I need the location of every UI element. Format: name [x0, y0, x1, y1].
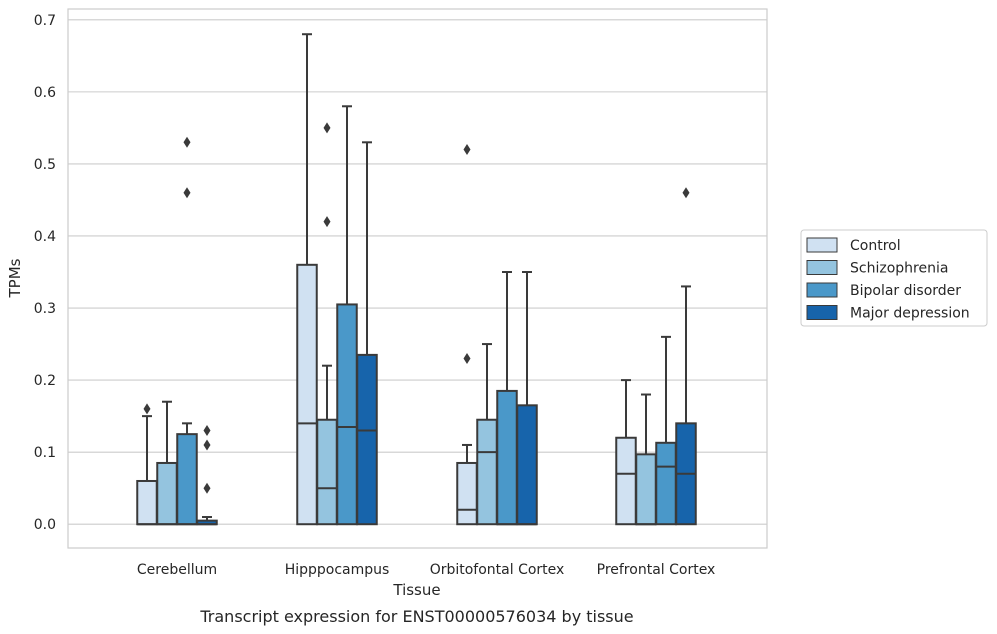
box-body — [615, 436, 637, 526]
outlier-marker — [203, 482, 211, 494]
outlier-marker — [183, 187, 191, 199]
outlier-marker — [323, 122, 331, 134]
box-bipolar-disorder — [655, 335, 677, 526]
legend-label: Control — [850, 238, 901, 254]
legend-label: Bipolar disorder — [850, 283, 961, 299]
legend-label: Major depression — [850, 306, 970, 322]
legend: Control Schizophrenia Bipolar disorder Majo… — [800, 229, 988, 327]
legend-frame — [800, 229, 988, 327]
y-tick-label: 0.4 — [34, 229, 56, 245]
x-tick-labels: Cerebellum Hipppocampus Orbitofontal Corte… — [137, 562, 715, 578]
box-body — [655, 441, 677, 526]
box-schizophrenia — [316, 122, 338, 526]
box-bipolar-disorder — [496, 271, 518, 526]
y-tick-label: 0.6 — [34, 85, 56, 101]
outlier-marker — [203, 439, 211, 451]
box-major-depression — [516, 271, 538, 526]
outlier-marker — [203, 425, 211, 437]
box-body — [156, 461, 178, 526]
box-schizophrenia — [635, 393, 657, 526]
x-tick-label: Prefrontal Cortex — [597, 562, 716, 578]
box-body — [496, 389, 518, 526]
box-body — [456, 461, 478, 526]
y-tick-label: 0.5 — [34, 157, 56, 173]
chart-caption: Transcript expression for ENST0000057603… — [199, 607, 633, 626]
box-body — [136, 479, 158, 526]
y-tick-label: 0.1 — [34, 445, 56, 461]
box-body — [296, 263, 318, 526]
y-tick-label: 0.2 — [34, 373, 56, 389]
box-schizophrenia — [476, 343, 498, 526]
outlier-marker — [463, 144, 471, 156]
outlier-marker — [323, 216, 331, 228]
outlier-marker — [463, 352, 471, 364]
box-plots — [136, 33, 697, 526]
legend-swatch — [806, 237, 838, 253]
legend-swatch — [806, 305, 838, 320]
box-body — [476, 418, 498, 526]
x-tick-label: Hipppocampus — [285, 562, 390, 578]
box-body — [336, 303, 358, 526]
box-major-depression — [196, 425, 218, 526]
y-axis-label: TPMs — [6, 258, 24, 298]
x-axis-label: Tissue — [392, 581, 440, 599]
outlier-marker — [183, 136, 191, 148]
outlier-marker — [143, 403, 151, 415]
legend-swatch — [806, 282, 838, 298]
box-body — [635, 453, 657, 526]
box-body — [516, 404, 538, 526]
box-bipolar-disorder — [336, 105, 358, 526]
box-schizophrenia — [156, 400, 178, 526]
box-body — [176, 433, 198, 526]
box-bipolar-disorder — [176, 136, 198, 526]
box-control — [615, 379, 637, 526]
box-control — [456, 144, 478, 526]
box-major-depression — [356, 141, 378, 526]
plot-frame — [67, 8, 768, 549]
outlier-marker — [682, 187, 690, 199]
y-tick-label: 0.0 — [34, 517, 56, 533]
x-tick-label: Cerebellum — [137, 562, 217, 578]
box-major-depression — [675, 187, 697, 526]
box-control — [136, 403, 158, 526]
box-control — [296, 33, 318, 526]
box-body — [316, 418, 338, 526]
x-tick-label: Orbitofontal Cortex — [430, 562, 565, 578]
y-tick-labels: 0.0 0.1 0.2 0.3 0.4 0.5 0.6 0.7 — [34, 13, 56, 533]
legend-swatch — [806, 260, 838, 275]
box-body — [356, 353, 378, 526]
legend-label: Schizophrenia — [850, 261, 948, 277]
y-tick-label: 0.3 — [34, 301, 56, 317]
y-tick-label: 0.7 — [34, 13, 56, 29]
